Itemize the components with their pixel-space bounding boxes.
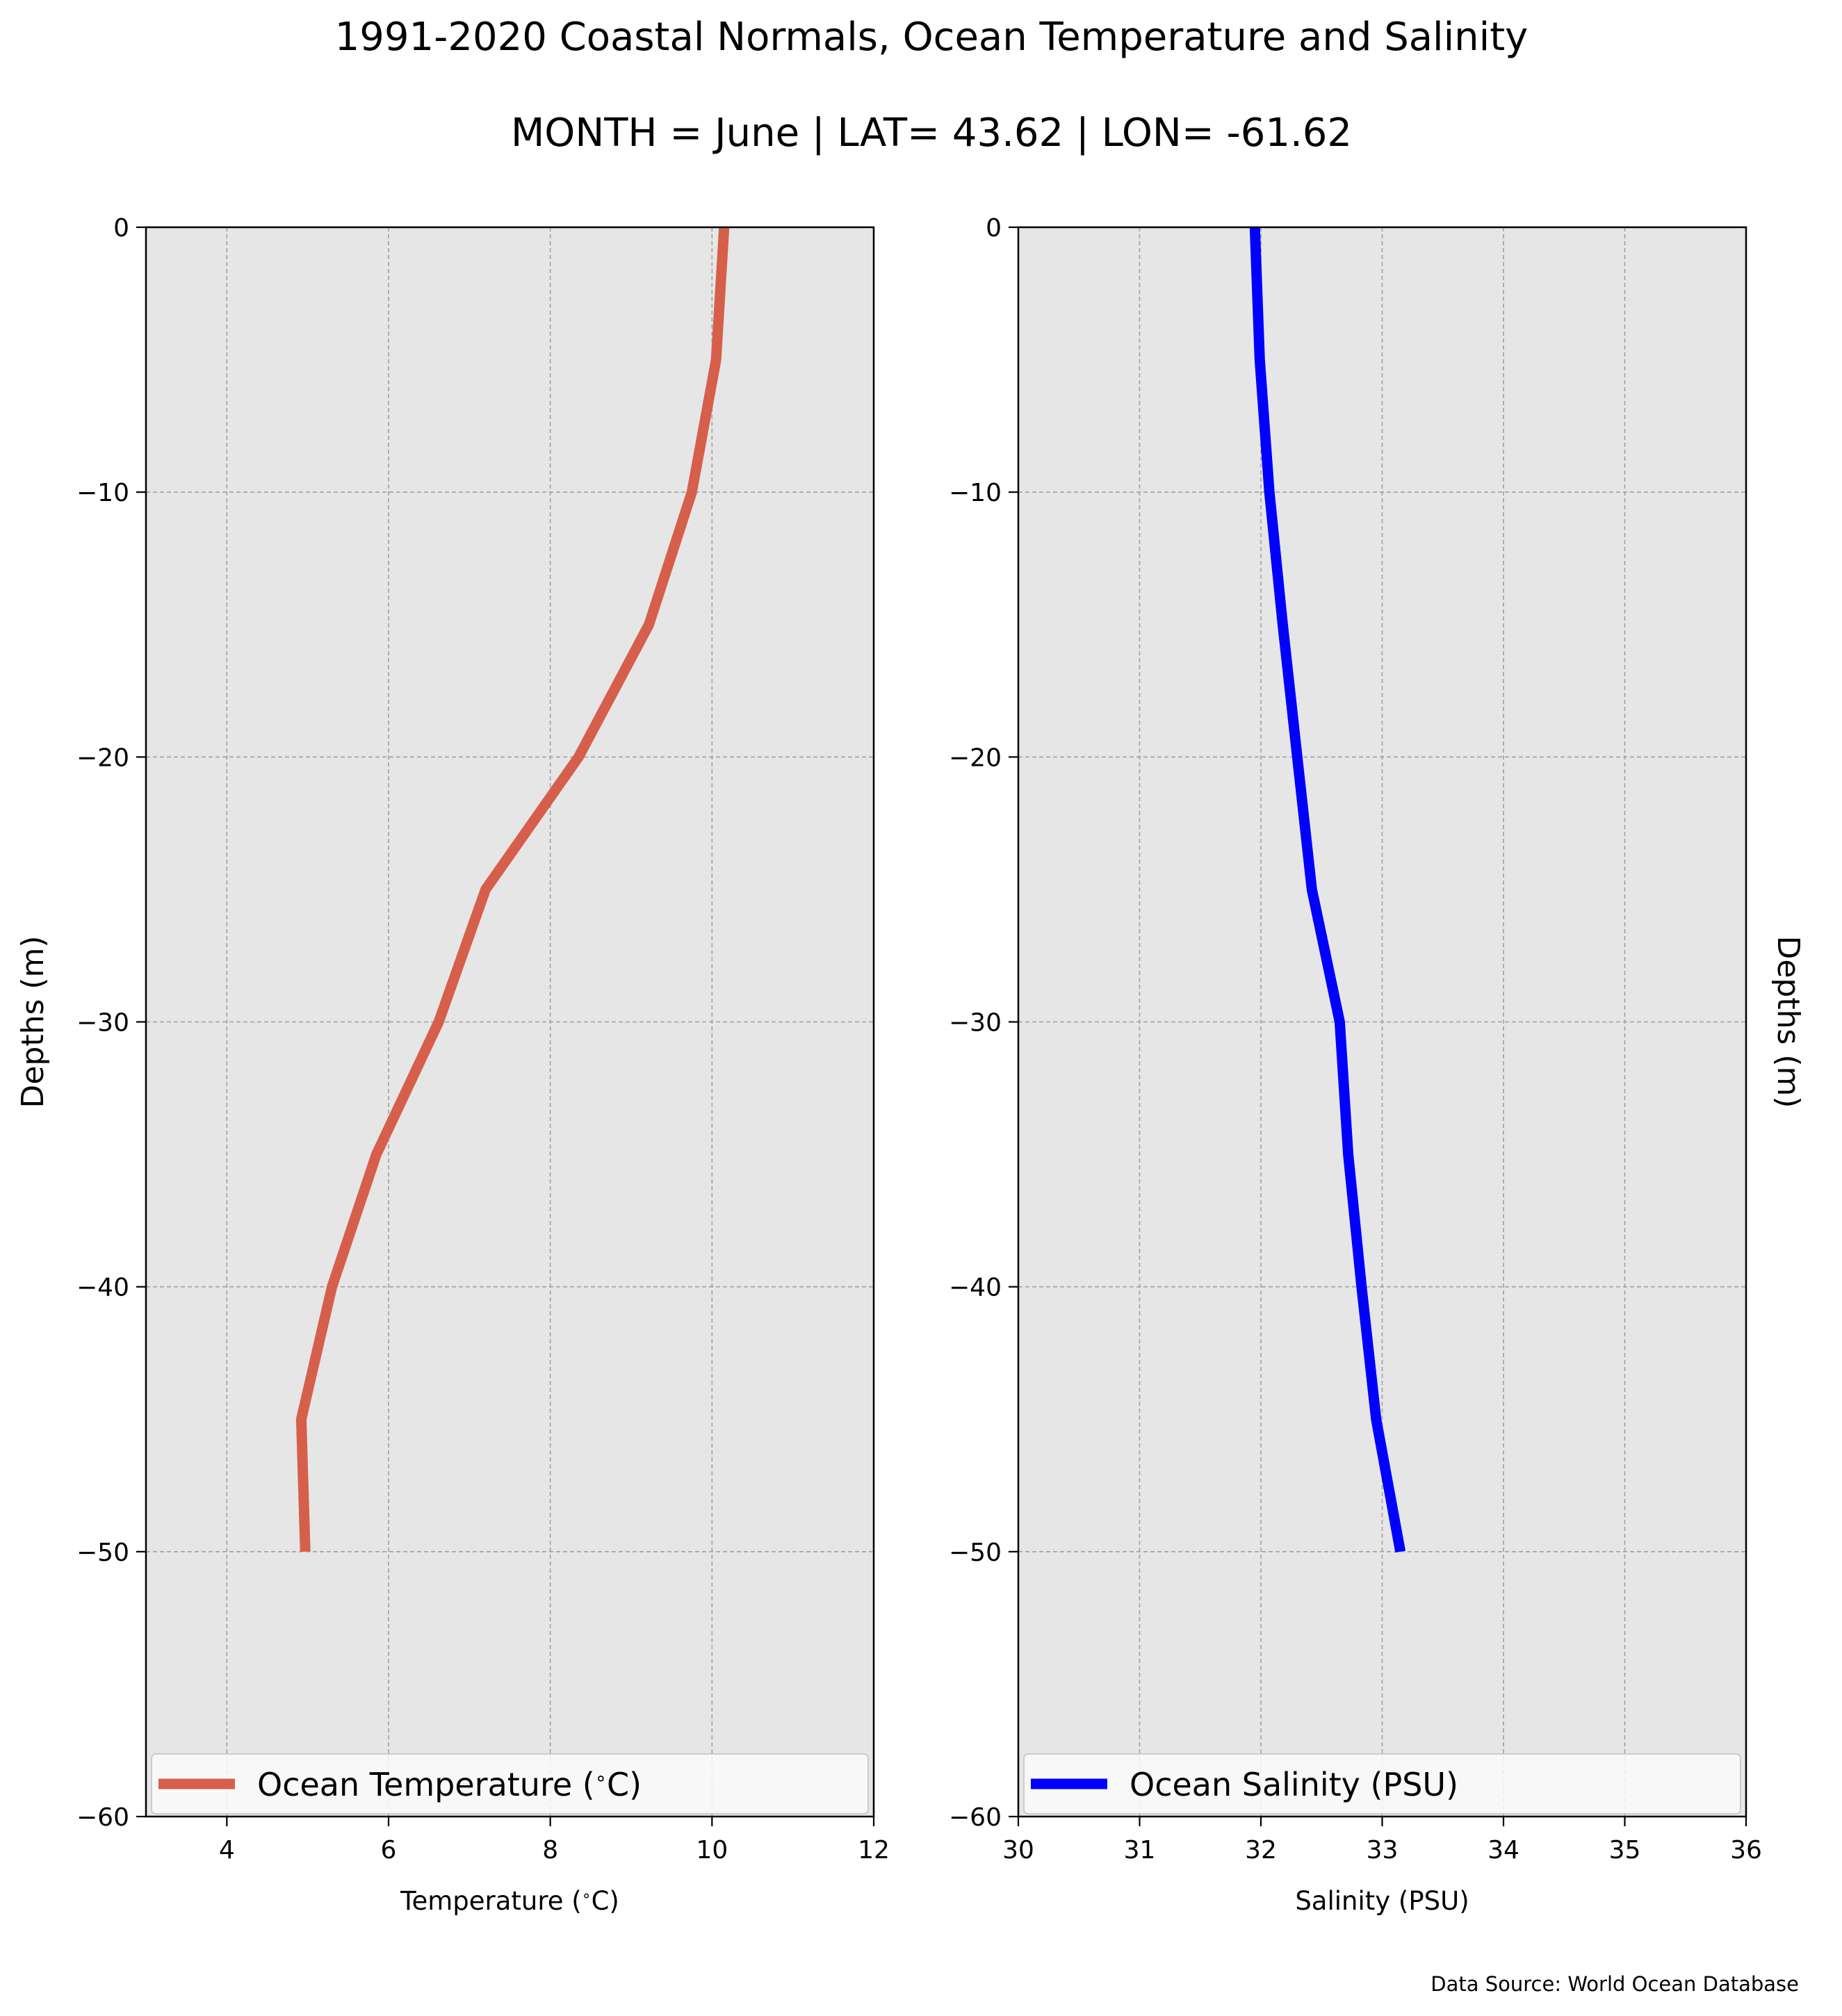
x-tick-label: 30 [1002,1836,1034,1865]
legend-box [1023,1753,1741,1814]
y-tick-label: −20 [949,744,1002,772]
y-tick-label: 0 [113,214,129,243]
y-axis-label: Depths (m) [15,935,51,1108]
x-tick-label: 32 [1245,1836,1277,1865]
series-line [1249,227,1406,1553]
x-tick-label: 10 [696,1836,728,1865]
y-tick-label: 0 [986,214,1002,243]
y-tick-label: −50 [76,1539,129,1567]
y-tick-label: −10 [76,479,129,507]
y-tick-label: −50 [949,1539,1002,1567]
y-tick-label: −20 [76,744,129,772]
salinity-panel: Ocean Salinity (PSU) 30 31 32 33 34 35 36 0 −10 −2… [949,214,1806,1916]
x-tick-label: 36 [1730,1836,1762,1865]
x-tick-label: 12 [858,1836,890,1865]
x-axis-label: Salinity (PSU) [1295,1886,1469,1916]
x-axis-label: Temperature (∘C) [400,1886,619,1916]
series-line [295,227,730,1552]
y-tick-label: −10 [949,479,1002,507]
chart-title: 1991-2020 Coastal Normals, Ocean Tempera… [335,15,1529,60]
y-tick-label: −30 [76,1009,129,1038]
x-tick-label: 31 [1124,1836,1156,1865]
x-tick-label: 6 [381,1836,397,1865]
x-tick-label: 8 [542,1836,558,1865]
legend-label: Ocean Temperature (∘C) [257,1766,642,1803]
legend-box [151,1753,869,1814]
x-tick-label: 4 [219,1836,235,1865]
y-tick-label: −40 [949,1274,1002,1302]
y-axis-label: Depths (m) [1770,935,1806,1108]
x-tick-label: 35 [1609,1836,1641,1865]
y-tick-label: −30 [949,1009,1002,1038]
x-tick-label: 33 [1367,1836,1399,1865]
chart-subtitle: MONTH = June | LAT= 43.62 | LON= -61.62 [511,110,1352,156]
y-tick-label: −60 [949,1803,1002,1832]
data-source-note: Data Source: World Ocean Database [1431,1972,1799,1996]
y-tick-label: −60 [76,1803,129,1832]
temperature-panel: Ocean Temperature (∘C) 4 6 8 10 12 0 −10 −20 −30 −… [15,214,890,1916]
x-tick-label: 34 [1488,1836,1519,1865]
legend-label: Ocean Salinity (PSU) [1130,1766,1458,1803]
y-tick-label: −40 [76,1274,129,1302]
